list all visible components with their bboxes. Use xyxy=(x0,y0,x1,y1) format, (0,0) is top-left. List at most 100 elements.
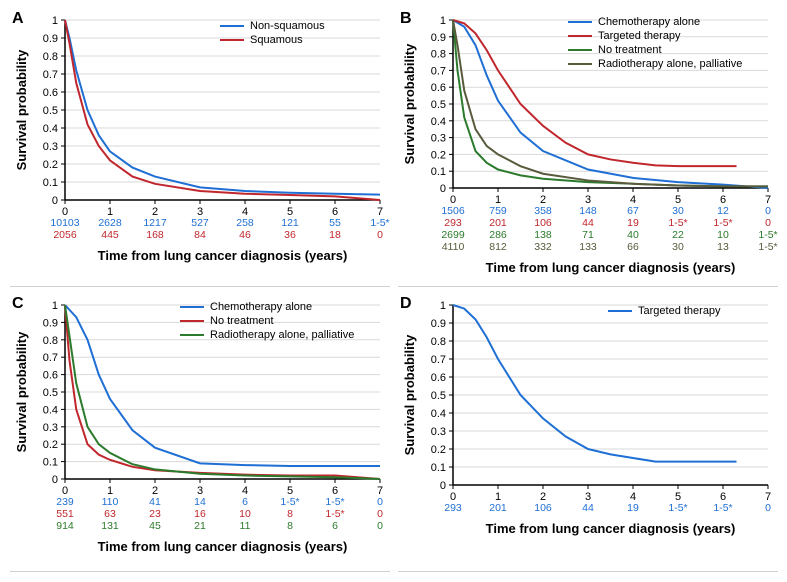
legend-item: Squamous xyxy=(220,34,325,46)
svg-text:0.3: 0.3 xyxy=(43,141,58,153)
risk-value: 0 xyxy=(377,229,383,241)
risk-value: 1-5* xyxy=(325,496,344,508)
svg-text:0.4: 0.4 xyxy=(431,116,446,128)
risk-value: 8 xyxy=(287,520,293,532)
svg-text:0.3: 0.3 xyxy=(431,133,446,145)
risk-value: 2628 xyxy=(98,217,122,229)
panel-grid: A00.10.20.30.40.50.60.70.80.9101234567Su… xyxy=(10,10,777,572)
risk-value: 138 xyxy=(534,229,552,241)
panel-d: D00.10.20.30.40.50.60.70.80.9101234567Su… xyxy=(398,295,778,572)
legend-item: Radiotherapy alone, palliative xyxy=(568,58,742,70)
svg-text:0.5: 0.5 xyxy=(431,99,446,111)
svg-text:0.4: 0.4 xyxy=(43,404,58,416)
risk-value: 44 xyxy=(582,502,594,514)
legend-label: Chemotherapy alone xyxy=(210,301,312,313)
risk-value: 14 xyxy=(194,496,206,508)
legend-swatch xyxy=(568,63,592,65)
risk-value: 63 xyxy=(104,508,116,520)
risk-value: 812 xyxy=(489,241,507,253)
legend-swatch xyxy=(220,25,244,27)
legend-swatch xyxy=(220,39,244,41)
svg-text:1: 1 xyxy=(52,300,58,312)
legend-swatch xyxy=(568,35,592,37)
survival-chart: 00.10.20.30.40.50.60.70.80.9101234567Sur… xyxy=(10,10,390,280)
svg-text:0.2: 0.2 xyxy=(43,439,58,451)
risk-value: 133 xyxy=(579,241,597,253)
risk-value: 1506 xyxy=(441,205,465,217)
risk-value: 1-5* xyxy=(370,217,389,229)
svg-text:1: 1 xyxy=(440,15,446,27)
svg-text:0.7: 0.7 xyxy=(43,352,58,364)
risk-value: 914 xyxy=(56,520,74,532)
legend-label: Radiotherapy alone, palliative xyxy=(598,58,742,70)
legend-swatch xyxy=(568,49,592,51)
risk-value: 239 xyxy=(56,496,74,508)
risk-value: 40 xyxy=(627,229,639,241)
risk-value: 6 xyxy=(332,520,338,532)
risk-value: 293 xyxy=(444,217,462,229)
risk-value: 148 xyxy=(579,205,597,217)
svg-text:0.6: 0.6 xyxy=(431,372,446,384)
risk-value: 445 xyxy=(101,229,119,241)
risk-value: 55 xyxy=(329,217,341,229)
legend-label: Squamous xyxy=(250,34,303,46)
panel-c: C00.10.20.30.40.50.60.70.80.9101234567Su… xyxy=(10,295,390,572)
svg-text:0.9: 0.9 xyxy=(431,318,446,330)
risk-value: 11 xyxy=(240,520,251,532)
svg-text:0.2: 0.2 xyxy=(43,159,58,171)
risk-value: 527 xyxy=(191,217,209,229)
legend-swatch xyxy=(568,21,592,23)
risk-value: 551 xyxy=(56,508,74,520)
risk-value: 4110 xyxy=(442,241,465,253)
legend-label: Targeted therapy xyxy=(638,305,721,317)
panel-b: B00.10.20.30.40.50.60.70.80.9101234567Su… xyxy=(398,10,778,287)
svg-text:0.1: 0.1 xyxy=(431,166,446,178)
x-axis-label: Time from lung cancer diagnosis (years) xyxy=(98,248,348,263)
risk-value: 19 xyxy=(627,502,639,514)
risk-value: 106 xyxy=(534,217,552,229)
y-axis-label: Survival probability xyxy=(402,334,417,455)
svg-text:0.3: 0.3 xyxy=(431,426,446,438)
risk-value: 0 xyxy=(765,502,771,514)
risk-value: 8 xyxy=(287,508,293,520)
risk-value: 23 xyxy=(149,508,161,520)
risk-value: 1-5* xyxy=(325,508,344,520)
svg-text:0.5: 0.5 xyxy=(43,105,58,117)
panel-label: D xyxy=(400,295,412,313)
svg-text:0.7: 0.7 xyxy=(43,69,58,81)
risk-value: 41 xyxy=(149,496,161,508)
panel-label: B xyxy=(400,10,412,28)
legend: Chemotherapy aloneTargeted therapyNo tre… xyxy=(568,16,742,72)
legend: Chemotherapy alone No treatment Radiothera… xyxy=(180,301,354,343)
legend-item: No treatment xyxy=(180,315,354,327)
legend-swatch xyxy=(180,306,204,308)
legend-item: Targeted therapy xyxy=(608,305,721,317)
risk-value: 36 xyxy=(284,229,296,241)
risk-value: 71 xyxy=(582,229,594,241)
x-axis-label: Time from lung cancer diagnosis (years) xyxy=(486,260,736,275)
risk-value: 13 xyxy=(717,241,729,253)
svg-text:0.9: 0.9 xyxy=(431,32,446,44)
risk-value: 201 xyxy=(489,502,507,514)
svg-text:0.2: 0.2 xyxy=(431,444,446,456)
risk-value: 45 xyxy=(149,520,161,532)
svg-text:0.1: 0.1 xyxy=(43,177,58,189)
svg-text:0: 0 xyxy=(52,195,58,207)
risk-value: 22 xyxy=(672,229,684,241)
legend-item: Radiotherapy alone, palliative xyxy=(180,329,354,341)
legend-swatch xyxy=(180,320,204,322)
risk-value: 1-5* xyxy=(668,217,687,229)
svg-text:0.3: 0.3 xyxy=(43,422,58,434)
risk-value: 44 xyxy=(582,217,594,229)
svg-text:0: 0 xyxy=(52,474,58,486)
svg-text:1: 1 xyxy=(52,15,58,27)
legend-label: No treatment xyxy=(598,44,662,56)
risk-value: 6 xyxy=(242,496,248,508)
legend-item: Targeted therapy xyxy=(568,30,742,42)
legend-label: Non-squamous xyxy=(250,20,325,32)
risk-value: 0 xyxy=(377,508,383,520)
x-axis-label: Time from lung cancer diagnosis (years) xyxy=(486,521,736,536)
risk-value: 1-5* xyxy=(758,241,777,253)
svg-text:0.8: 0.8 xyxy=(43,335,58,347)
svg-text:0.2: 0.2 xyxy=(431,149,446,161)
